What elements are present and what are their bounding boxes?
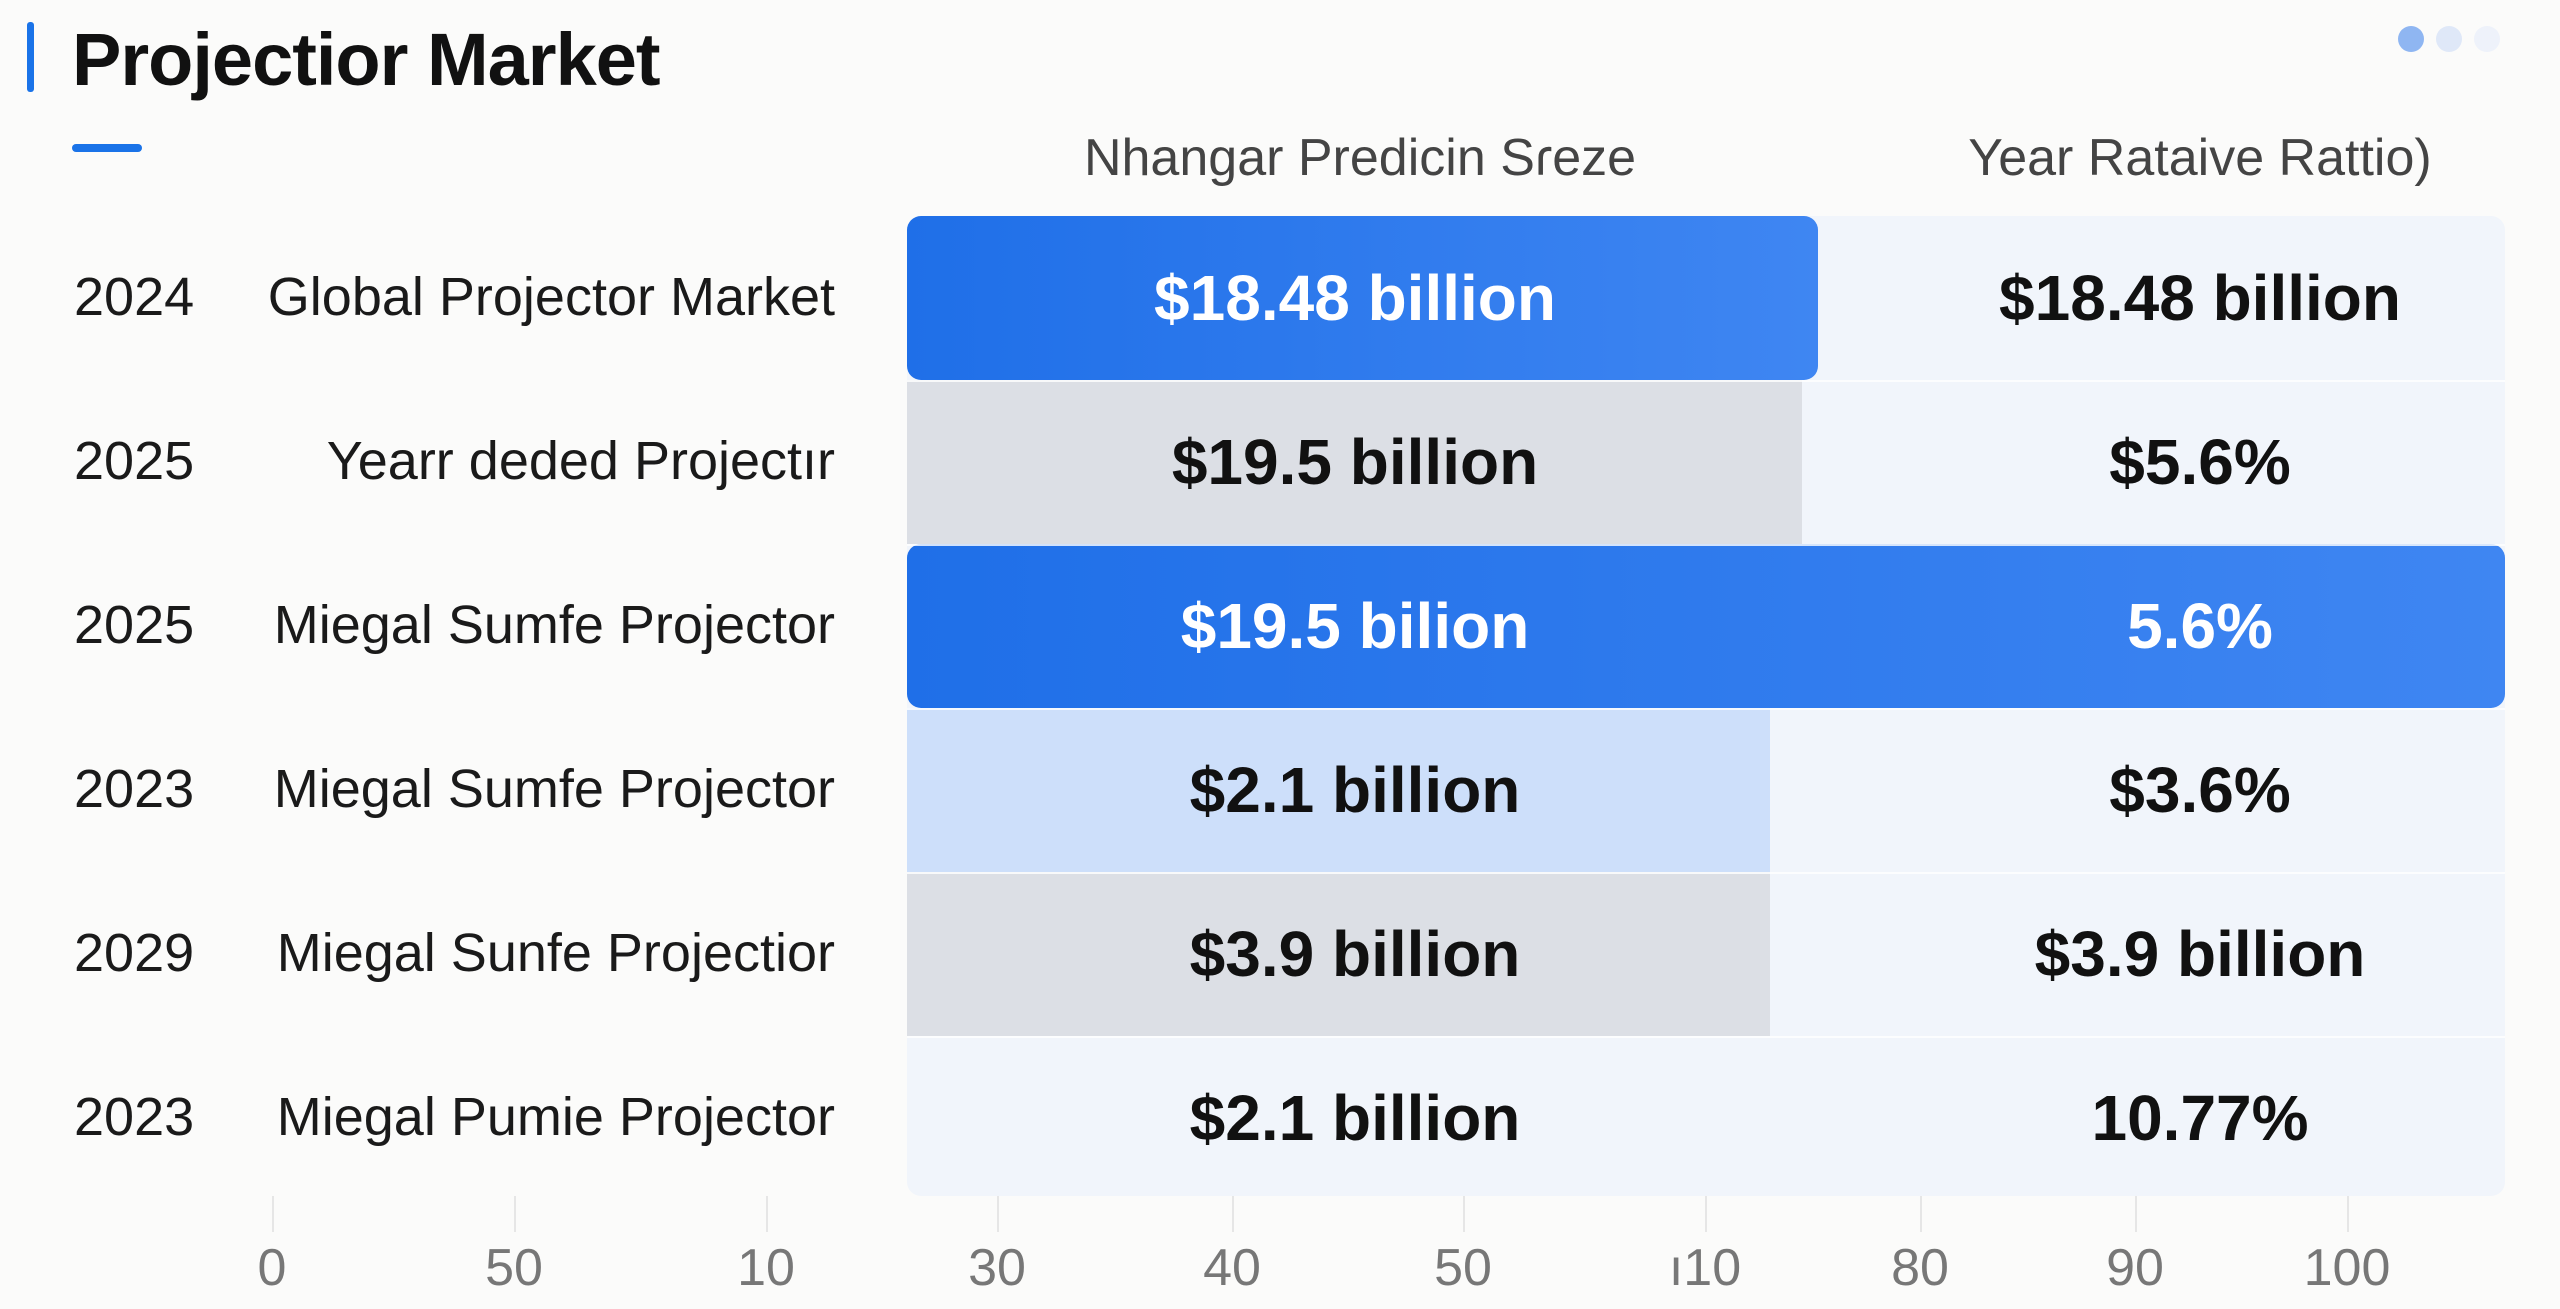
value-bar	[907, 380, 1802, 544]
page-dot[interactable]	[2398, 26, 2424, 52]
ratio-value-label: $3.9 billion	[2034, 918, 2366, 990]
x-tick-label: ı10	[1668, 1239, 1742, 1297]
row-separator	[907, 708, 2505, 710]
x-tick-label: 50	[1434, 1239, 1492, 1297]
row-label: Miegal Sumfe Projector	[273, 595, 835, 655]
value-bar	[907, 216, 1818, 380]
title-underline	[72, 144, 142, 152]
value-bar	[907, 872, 1770, 1036]
x-tick-label: 100	[2303, 1239, 2391, 1297]
size-value-label: $19.5 bilion	[1180, 590, 1530, 662]
row-label: Miegal Pumie Projector	[276, 1087, 835, 1147]
axis-gridline	[997, 1196, 999, 1232]
x-tick-label: 80	[1891, 1239, 1949, 1297]
axis-gridline	[1920, 1196, 1922, 1232]
axis-gridline	[2347, 1196, 2349, 1232]
row-year: 2023	[74, 759, 195, 819]
size-value-label: $2.1 billion	[1189, 1082, 1521, 1154]
row-label: Yearr deded Projectır	[326, 431, 835, 491]
size-value-label: $19.5 billion	[1171, 426, 1539, 498]
row-separator	[907, 544, 2505, 546]
x-tick-label: 90	[2106, 1239, 2164, 1297]
page-title: Projectior Market	[72, 18, 661, 101]
axis-gridline	[1232, 1196, 1234, 1232]
row-separator	[907, 1036, 2505, 1038]
column-header-ratio: Year Rataive Rattio)	[1968, 129, 2432, 187]
x-tick-label: 40	[1203, 1239, 1261, 1297]
row-year: 2025	[74, 595, 195, 655]
page-indicator	[2398, 26, 2500, 52]
size-value-label: $3.9 billion	[1189, 918, 1521, 990]
page-dot[interactable]	[2474, 26, 2500, 52]
ratio-value-label: $5.6%	[2109, 426, 2291, 498]
title-accent-bar	[27, 22, 34, 92]
row-year: 2023	[74, 1087, 195, 1147]
row-label: Global Projector Market	[267, 267, 835, 327]
ratio-value-label: 5.6%	[2127, 590, 2273, 662]
x-tick-label: 10	[737, 1239, 795, 1297]
x-tick-label: 30	[968, 1239, 1026, 1297]
value-bar	[907, 708, 1770, 872]
axis-gridline	[1705, 1196, 1707, 1232]
row-separator	[907, 872, 2505, 874]
size-value-label: $18.48 billion	[1154, 262, 1556, 334]
axis-gridline	[272, 1196, 274, 1232]
ratio-value-label: 10.77%	[2091, 1082, 2309, 1154]
size-value-label: $2.1 billion	[1189, 754, 1521, 826]
row-year: 2025	[74, 431, 195, 491]
row-label: Miegal Sumfe Projector	[273, 759, 835, 819]
row-year: 2024	[74, 267, 195, 327]
axis-gridline	[514, 1196, 516, 1232]
x-tick-label: 50	[485, 1239, 543, 1297]
value-bar	[907, 544, 2505, 708]
axis-gridline	[2135, 1196, 2137, 1232]
page-dot[interactable]	[2436, 26, 2462, 52]
row-year: 2029	[74, 923, 195, 983]
row-label: Miegal Sunfe Projectior	[276, 923, 835, 983]
column-header-size: Nhangar Predicin Sɾeze	[1083, 129, 1637, 187]
ratio-value-label: $3.6%	[2109, 754, 2291, 826]
axis-gridline	[766, 1196, 768, 1232]
axis-gridline	[1463, 1196, 1465, 1232]
row-separator	[907, 380, 2505, 382]
x-tick-label: 0	[257, 1239, 287, 1297]
ratio-value-label: $18.48 billion	[1999, 262, 2401, 334]
